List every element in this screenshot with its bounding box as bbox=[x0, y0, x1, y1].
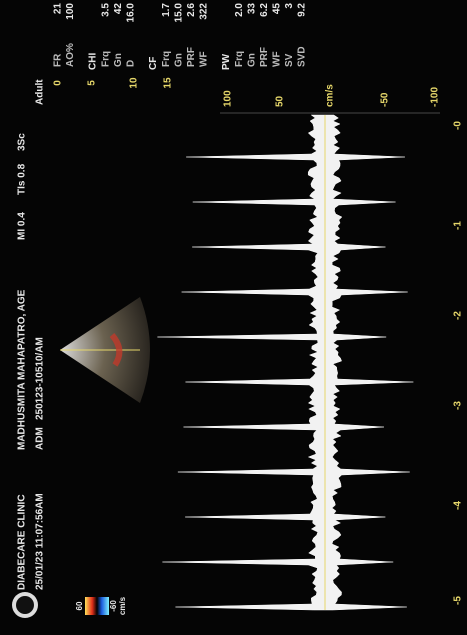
param-value: 15.0 bbox=[174, 3, 185, 23]
param-section: CF bbox=[148, 57, 159, 70]
param-label: FR bbox=[53, 53, 64, 67]
time-label: -0 bbox=[453, 121, 464, 130]
param-label: Frq bbox=[234, 51, 245, 67]
velocity-label: -100 bbox=[430, 87, 441, 107]
param-label: Frq bbox=[101, 51, 112, 67]
param-value: 33 bbox=[247, 3, 258, 15]
mi: MI 0.4 bbox=[17, 212, 28, 240]
param-label: Gn bbox=[113, 53, 124, 67]
param-section: CHI bbox=[88, 53, 99, 70]
param-value: 322 bbox=[199, 3, 210, 20]
param-label: WF bbox=[272, 51, 283, 67]
velocity-label: cm/s bbox=[325, 84, 336, 107]
param-label: Gn bbox=[174, 53, 185, 67]
depth-mark: 10 bbox=[129, 77, 140, 89]
clinic: DIABECARE CLINIC bbox=[17, 494, 28, 590]
exam-id: 250123-10510/AM bbox=[35, 337, 46, 420]
time-label: -3 bbox=[453, 401, 464, 410]
doppler-spectrum bbox=[157, 114, 414, 611]
param-label: Frq bbox=[161, 51, 172, 67]
ge-logo-inner bbox=[16, 596, 34, 614]
param-label: WF bbox=[199, 51, 210, 67]
param-value: 1.7 bbox=[161, 3, 172, 17]
adm: ADM bbox=[35, 427, 46, 450]
time-label: -4 bbox=[453, 501, 464, 510]
probe: 3Sc bbox=[17, 133, 28, 151]
param-label: AO% bbox=[65, 43, 76, 67]
depth-mark: 5 bbox=[87, 80, 98, 86]
param-label: Gn bbox=[247, 53, 258, 67]
tis: TIs 0.8 bbox=[17, 163, 28, 195]
param-label: SV bbox=[284, 53, 295, 67]
color-bar bbox=[85, 597, 109, 615]
param-value: 9.2 bbox=[297, 3, 308, 17]
param-value: 6.2 bbox=[259, 3, 270, 17]
color-flow bbox=[109, 333, 123, 367]
param-value: 3 bbox=[284, 3, 295, 9]
colorbar-unit: cm/s bbox=[118, 596, 127, 615]
velocity-label: -50 bbox=[380, 92, 391, 107]
rotated-display: DIABECARE CLINIC 25/01/23 11:07:56AM MAD… bbox=[12, 3, 464, 618]
preset: Adult bbox=[35, 79, 46, 105]
depth-mark: 0 bbox=[53, 80, 64, 86]
velocity-label: 50 bbox=[275, 95, 286, 107]
time-label: -1 bbox=[453, 221, 464, 230]
param-value: 16.0 bbox=[126, 3, 137, 23]
param-section: PW bbox=[221, 53, 232, 70]
param-value: 100 bbox=[65, 3, 76, 20]
colorbar-min: -60 bbox=[109, 600, 118, 612]
param-label: PRF bbox=[259, 47, 270, 67]
param-label: PRF bbox=[186, 47, 197, 67]
velocity-label: 100 bbox=[223, 90, 234, 107]
datetime: 25/01/23 11:07:56AM bbox=[35, 493, 46, 590]
colorbar-max: 60 bbox=[75, 601, 84, 610]
param-label: D bbox=[126, 60, 137, 67]
time-label: -2 bbox=[453, 311, 464, 320]
param-value: 3.5 bbox=[101, 3, 112, 17]
param-value: 42 bbox=[113, 3, 124, 15]
param-value: 2.0 bbox=[234, 3, 245, 17]
param-value: 21 bbox=[53, 3, 64, 15]
depth-mark: 15 bbox=[163, 77, 174, 89]
param-value: 45 bbox=[272, 3, 283, 15]
param-value: 2.6 bbox=[186, 3, 197, 17]
time-label: -5 bbox=[453, 596, 464, 605]
patient: MADHUSMITA MAHAPATRO, AGE bbox=[17, 289, 28, 450]
param-label: SVD bbox=[297, 46, 308, 67]
